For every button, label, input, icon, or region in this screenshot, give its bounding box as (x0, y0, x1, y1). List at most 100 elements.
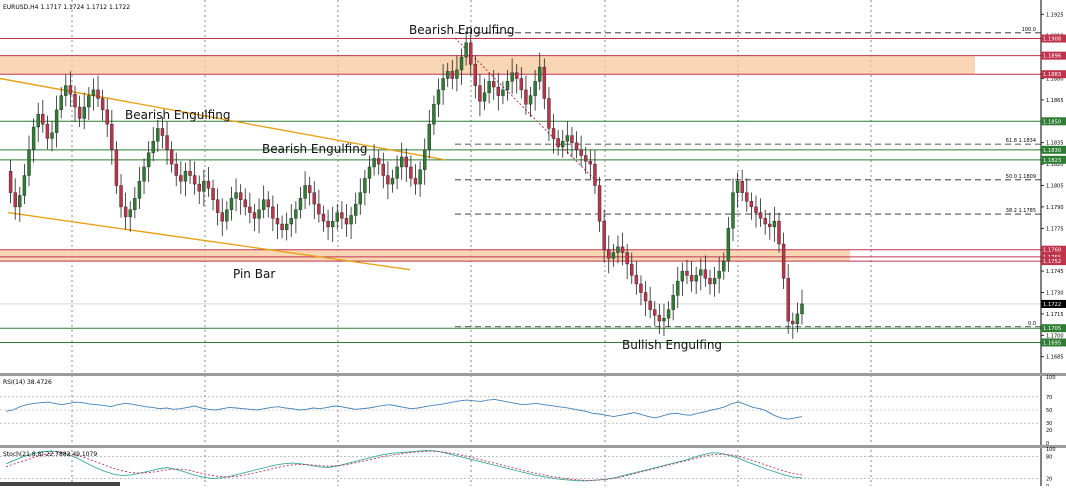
candle-body (708, 278, 712, 285)
candle-body (243, 199, 247, 208)
candle-body (436, 89, 441, 105)
candle-body (459, 56, 464, 71)
candle-body (464, 42, 468, 58)
stoch-tick-label: 100 (1046, 447, 1056, 453)
rsi-tick-label: 100 (1046, 375, 1056, 381)
annotation-bearish-engulfing-mid: Bearish Engulfing (262, 142, 367, 156)
candle-body (13, 192, 17, 208)
price-tag-label: 1.1896 (1043, 54, 1061, 60)
candle-body (551, 128, 556, 139)
candle-body (298, 198, 303, 210)
price-tag (1041, 245, 1066, 254)
candle-body (565, 135, 570, 142)
candle-body (781, 243, 786, 279)
candle-body (215, 199, 220, 213)
candle-body (528, 95, 533, 105)
candle-body (202, 181, 206, 192)
rsi-tick-label: 20 (1046, 428, 1052, 434)
candle-body (87, 95, 91, 108)
candle-body (229, 198, 234, 210)
candle-body (45, 123, 50, 139)
fib-label: 61.8 1.1834 (1006, 138, 1036, 144)
candle-body (31, 126, 36, 151)
candle-body (340, 212, 344, 219)
candle-body (657, 315, 662, 322)
candle-body (579, 149, 583, 156)
candle-body (252, 212, 257, 219)
price-zones (0, 55, 975, 262)
candle-body (538, 66, 542, 82)
candle-body (501, 89, 505, 96)
supply-demand-zone (0, 249, 850, 262)
candle-body (321, 213, 326, 222)
fibonacci-anchor-line (454, 37, 599, 184)
price-tick-label: 1.1925 (1046, 12, 1064, 18)
price-tag-label: 1.1752 (1043, 259, 1061, 265)
price-tag-label: 1.1705 (1043, 326, 1061, 332)
candle-body (556, 138, 560, 148)
candle-body (611, 252, 616, 259)
candle-body (358, 192, 362, 205)
candle-body (64, 85, 68, 96)
candle-body (694, 275, 698, 282)
candle-body (225, 209, 229, 222)
candle-body (469, 42, 473, 65)
candle-body (441, 78, 445, 91)
stoch-tick-label: 20 (1046, 477, 1052, 483)
price-tag (1041, 252, 1066, 261)
candle-body (653, 309, 657, 316)
candle-body (455, 69, 459, 79)
candle-body (524, 89, 528, 105)
candle-body (91, 89, 96, 96)
candle-body (772, 220, 777, 228)
candle-body (754, 206, 758, 213)
candle-body (597, 185, 602, 222)
trend-lines (0, 77, 446, 271)
candle-body (685, 270, 689, 276)
candle-body (284, 223, 289, 230)
candle-body (735, 181, 740, 193)
price-tag (1041, 145, 1066, 154)
scroll-strip[interactable] (0, 482, 120, 486)
candle-body (110, 123, 114, 151)
candle-body (381, 163, 385, 176)
candle-body (238, 192, 243, 200)
candle-body (137, 181, 142, 199)
panel-separator-stoch (0, 445, 1066, 448)
candle-body (335, 212, 339, 222)
price-tag (1041, 324, 1066, 333)
trend-line (7, 211, 411, 271)
candle-body (77, 106, 82, 119)
candle-body (625, 252, 629, 265)
fib-label: 100.0 (1022, 27, 1036, 33)
candle-body (386, 175, 390, 185)
stoch-label: Stoch(21,8,8) 22.7882 49.1079 (3, 451, 97, 458)
candle-body (423, 149, 427, 171)
candle-body (717, 270, 721, 279)
candle-body (114, 149, 119, 186)
supply-demand-zone (0, 55, 975, 75)
candle-body (671, 295, 675, 310)
candle-body (731, 192, 735, 229)
stochastic-panel: 10080200 (0, 447, 1056, 490)
price-tick-label: 1.1880 (1046, 76, 1064, 82)
candle-body (432, 103, 436, 125)
candle-body (211, 188, 215, 200)
candle-body (349, 215, 353, 225)
candle-body (800, 303, 804, 315)
candle-body (257, 209, 261, 219)
candle-body (542, 66, 547, 99)
price-tag (1041, 299, 1066, 308)
price-tick-label: 1.1685 (1046, 355, 1064, 361)
candle-body (275, 218, 280, 225)
price-tag-label: 1.1908 (1043, 37, 1061, 43)
candle-body (648, 300, 652, 310)
candle-body (192, 175, 197, 185)
candle-body (643, 292, 648, 302)
candle-body (142, 166, 146, 182)
panel-separator-rsi (0, 373, 1066, 376)
candle-body (248, 206, 252, 213)
price-tick-label: 1.1865 (1046, 98, 1064, 104)
